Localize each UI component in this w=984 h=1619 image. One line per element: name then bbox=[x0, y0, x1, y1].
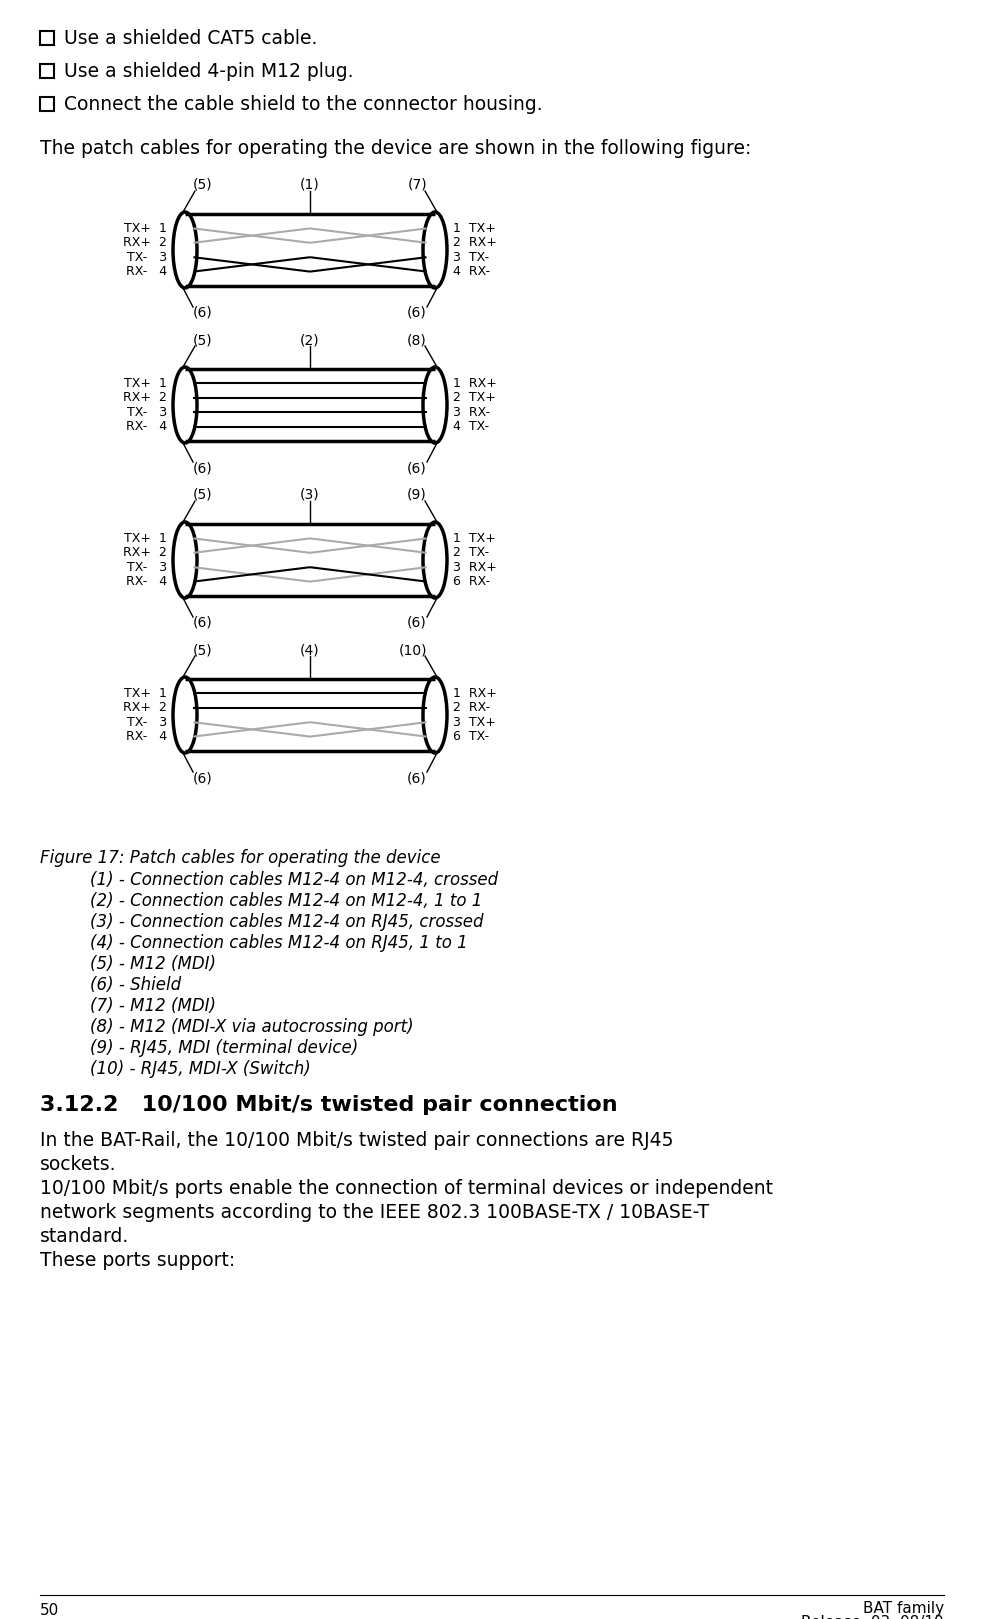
Bar bbox=[185, 369, 435, 440]
Text: (5): (5) bbox=[193, 334, 213, 346]
Text: 3  TX-: 3 TX- bbox=[453, 251, 489, 264]
Text: (6): (6) bbox=[407, 771, 427, 785]
Text: (10) - RJ45, MDI-X (Switch): (10) - RJ45, MDI-X (Switch) bbox=[90, 1060, 311, 1078]
Text: 2  RX-: 2 RX- bbox=[453, 701, 490, 714]
Text: 1  RX+: 1 RX+ bbox=[453, 686, 497, 699]
Bar bbox=[40, 97, 54, 112]
Text: RX-   4: RX- 4 bbox=[126, 575, 167, 588]
Text: Figure 17: Patch cables for operating the device: Figure 17: Patch cables for operating th… bbox=[40, 848, 441, 868]
Text: 6  TX-: 6 TX- bbox=[453, 730, 489, 743]
Text: 2  TX-: 2 TX- bbox=[453, 546, 489, 559]
Text: (3) - Connection cables M12-4 on RJ45, crossed: (3) - Connection cables M12-4 on RJ45, c… bbox=[90, 913, 483, 931]
Text: (5): (5) bbox=[193, 178, 213, 193]
Text: 6  RX-: 6 RX- bbox=[453, 575, 490, 588]
Text: Use a shielded CAT5 cable.: Use a shielded CAT5 cable. bbox=[64, 29, 318, 49]
Text: 1  TX+: 1 TX+ bbox=[453, 222, 496, 235]
Text: (2) - Connection cables M12-4 on M12-4, 1 to 1: (2) - Connection cables M12-4 on M12-4, … bbox=[90, 892, 482, 910]
Text: (6): (6) bbox=[193, 615, 213, 630]
Text: (5): (5) bbox=[193, 487, 213, 502]
Text: (4): (4) bbox=[300, 643, 320, 657]
Text: 4  TX-: 4 TX- bbox=[453, 419, 489, 434]
Text: (6): (6) bbox=[193, 306, 213, 321]
Text: RX+  2: RX+ 2 bbox=[123, 701, 167, 714]
Text: (8): (8) bbox=[407, 334, 427, 346]
Text: 10/100 Mbit/s ports enable the connection of terminal devices or independent: 10/100 Mbit/s ports enable the connectio… bbox=[40, 1179, 773, 1198]
Text: 3  RX+: 3 RX+ bbox=[453, 560, 497, 573]
Text: (5) - M12 (MDI): (5) - M12 (MDI) bbox=[90, 955, 216, 973]
Text: standard.: standard. bbox=[40, 1227, 129, 1247]
Text: These ports support:: These ports support: bbox=[40, 1251, 235, 1269]
Text: sockets.: sockets. bbox=[40, 1154, 116, 1174]
Text: RX-   4: RX- 4 bbox=[126, 419, 167, 434]
Text: RX-   4: RX- 4 bbox=[126, 266, 167, 278]
Text: RX+  2: RX+ 2 bbox=[123, 236, 167, 249]
Text: TX+  1: TX+ 1 bbox=[124, 222, 167, 235]
Text: (7): (7) bbox=[407, 178, 427, 193]
Text: 50: 50 bbox=[40, 1603, 59, 1617]
Text: (10): (10) bbox=[399, 643, 427, 657]
Text: RX-   4: RX- 4 bbox=[126, 730, 167, 743]
Text: (8) - M12 (MDI-X via autocrossing port): (8) - M12 (MDI-X via autocrossing port) bbox=[90, 1018, 413, 1036]
Text: TX-   3: TX- 3 bbox=[127, 251, 167, 264]
Text: (6): (6) bbox=[407, 615, 427, 630]
Bar bbox=[185, 525, 435, 596]
Text: 3  TX+: 3 TX+ bbox=[453, 716, 496, 729]
Text: (7) - M12 (MDI): (7) - M12 (MDI) bbox=[90, 997, 216, 1015]
Text: Use a shielded 4-pin M12 plug.: Use a shielded 4-pin M12 plug. bbox=[64, 63, 353, 81]
Text: TX-   3: TX- 3 bbox=[127, 406, 167, 419]
Text: (6) - Shield: (6) - Shield bbox=[90, 976, 181, 994]
Text: 1  TX+: 1 TX+ bbox=[453, 533, 496, 546]
Text: (9) - RJ45, MDI (terminal device): (9) - RJ45, MDI (terminal device) bbox=[90, 1039, 358, 1057]
Text: The patch cables for operating the device are shown in the following figure:: The patch cables for operating the devic… bbox=[40, 139, 752, 159]
Text: 3.12.2   10/100 Mbit/s twisted pair connection: 3.12.2 10/100 Mbit/s twisted pair connec… bbox=[40, 1094, 618, 1115]
Text: (3): (3) bbox=[300, 487, 320, 502]
Text: 2  TX+: 2 TX+ bbox=[453, 392, 496, 405]
Text: (1) - Connection cables M12-4 on M12-4, crossed: (1) - Connection cables M12-4 on M12-4, … bbox=[90, 871, 498, 889]
Text: BAT family: BAT family bbox=[863, 1601, 944, 1616]
Text: TX+  1: TX+ 1 bbox=[124, 686, 167, 699]
Bar bbox=[185, 214, 435, 287]
Bar bbox=[185, 678, 435, 751]
Text: 1  RX+: 1 RX+ bbox=[453, 377, 497, 390]
Text: Connect the cable shield to the connector housing.: Connect the cable shield to the connecto… bbox=[64, 96, 542, 115]
Text: 3  RX-: 3 RX- bbox=[453, 406, 490, 419]
Text: (1): (1) bbox=[300, 178, 320, 193]
Bar bbox=[40, 31, 54, 45]
Text: 4  RX-: 4 RX- bbox=[453, 266, 490, 278]
Text: Release  03  08/10: Release 03 08/10 bbox=[801, 1616, 944, 1619]
Text: In the BAT-Rail, the 10/100 Mbit/s twisted pair connections are RJ45: In the BAT-Rail, the 10/100 Mbit/s twist… bbox=[40, 1132, 673, 1149]
Text: TX-   3: TX- 3 bbox=[127, 716, 167, 729]
Text: (2): (2) bbox=[300, 334, 320, 346]
Text: 2  RX+: 2 RX+ bbox=[453, 236, 497, 249]
Text: (6): (6) bbox=[407, 306, 427, 321]
Text: network segments according to the IEEE 802.3 100BASE-TX / 10BASE-T: network segments according to the IEEE 8… bbox=[40, 1203, 709, 1222]
Text: TX-   3: TX- 3 bbox=[127, 560, 167, 573]
Bar bbox=[40, 65, 54, 78]
Text: (6): (6) bbox=[407, 461, 427, 474]
Text: (9): (9) bbox=[407, 487, 427, 502]
Text: (6): (6) bbox=[193, 461, 213, 474]
Text: RX+  2: RX+ 2 bbox=[123, 392, 167, 405]
Text: RX+  2: RX+ 2 bbox=[123, 546, 167, 559]
Text: (4) - Connection cables M12-4 on RJ45, 1 to 1: (4) - Connection cables M12-4 on RJ45, 1… bbox=[90, 934, 467, 952]
Text: (6): (6) bbox=[193, 771, 213, 785]
Text: TX+  1: TX+ 1 bbox=[124, 533, 167, 546]
Text: TX+  1: TX+ 1 bbox=[124, 377, 167, 390]
Text: (5): (5) bbox=[193, 643, 213, 657]
